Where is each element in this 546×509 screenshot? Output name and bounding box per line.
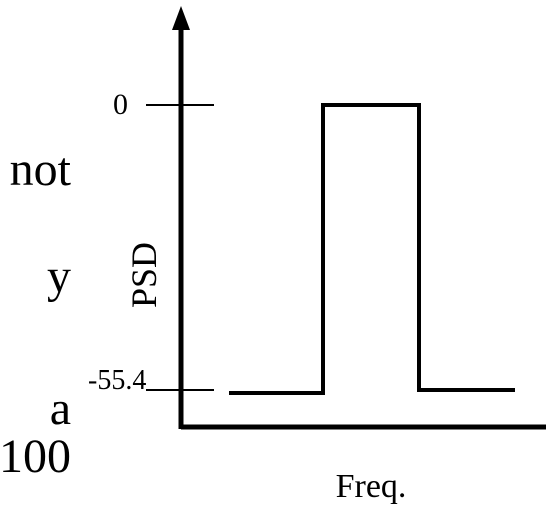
y-tick-label-bottom: -55.4 [88, 365, 146, 395]
y-axis-label: PSD [124, 241, 164, 309]
x-axis-label: Freq. [335, 468, 407, 505]
text-fragment-y: y [47, 250, 71, 303]
y-tick-label-top: 0 [113, 88, 128, 121]
psd-trace [229, 103, 515, 395]
y-tick-label-bottom-text: -55.4 [88, 365, 147, 396]
text-fragment-per-100: /100 [0, 430, 71, 483]
text-fragment-not: not [9, 143, 71, 196]
y-axis-arrowhead [172, 6, 190, 30]
text-fragment-a: a [49, 382, 71, 435]
